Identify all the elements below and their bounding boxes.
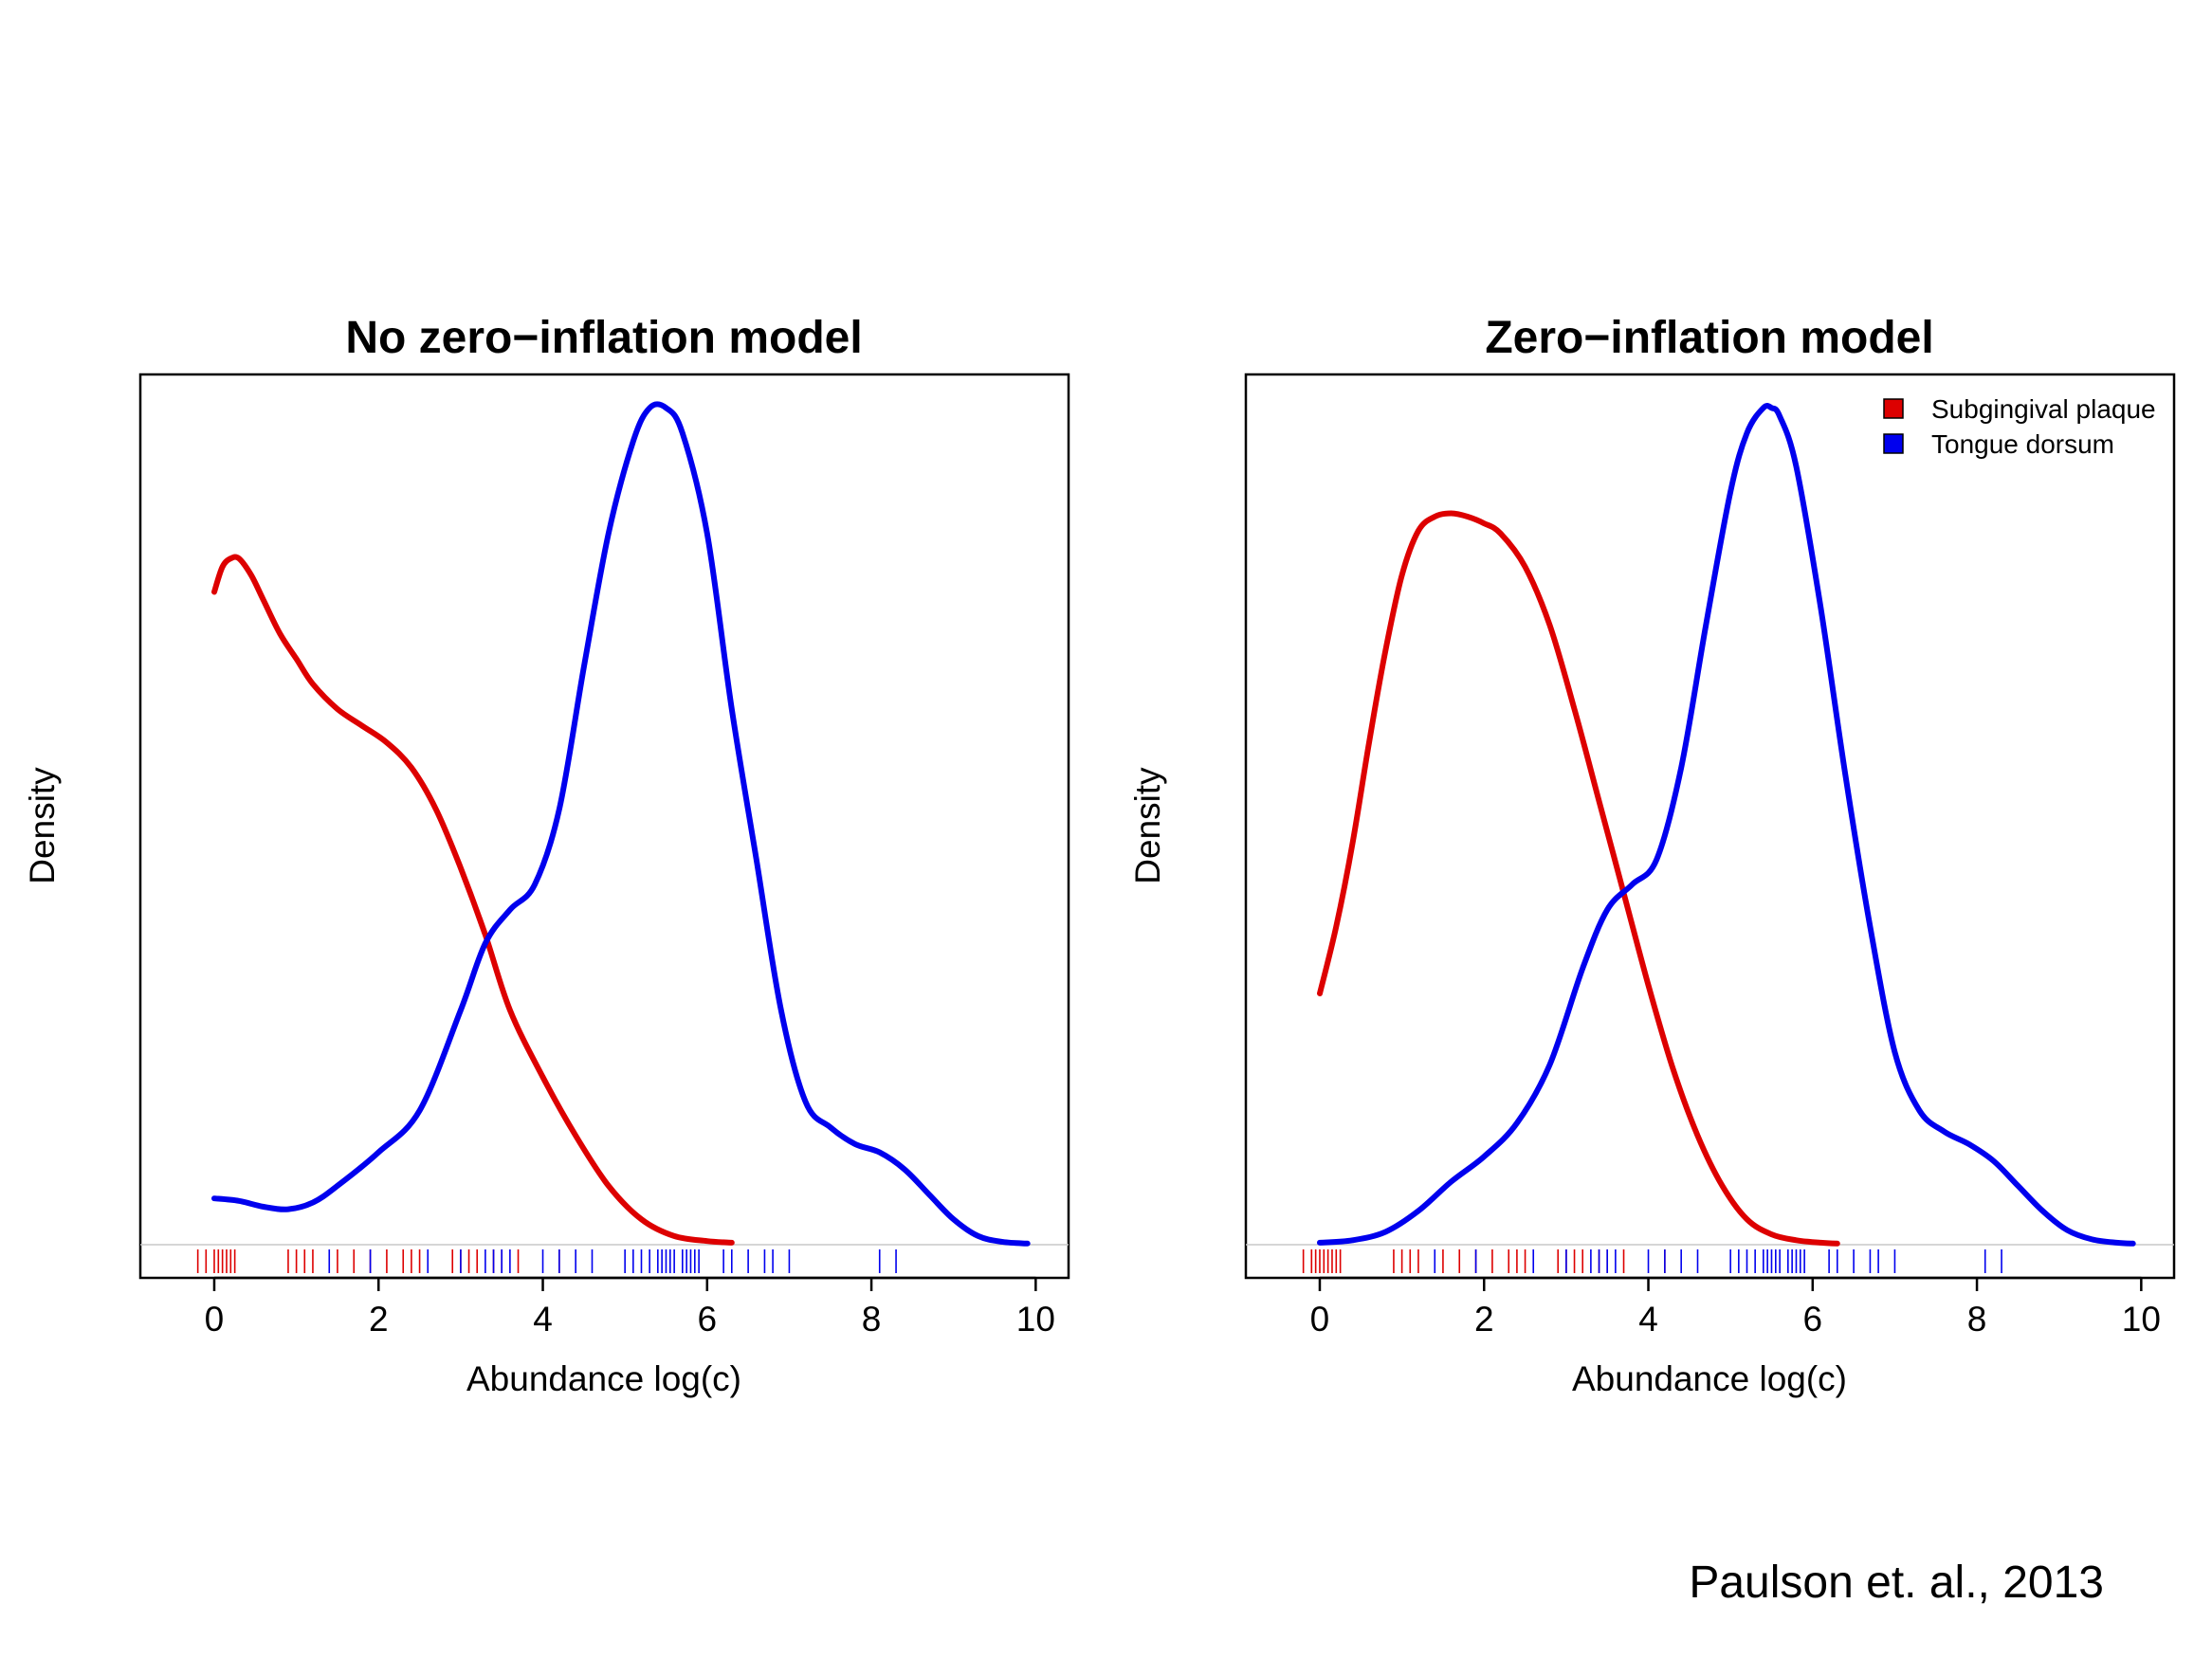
panel-no-zero-inflation: No zero−inflation model 0 2 4 6 8 10 Abundanc…	[23, 313, 1070, 1398]
rug-plot	[196, 1249, 897, 1273]
y-axis-label: Density	[1128, 767, 1167, 884]
legend-swatch-plaque	[1883, 398, 1904, 419]
x-tick-label-10: 10	[2122, 1300, 2161, 1339]
rug-plot	[1302, 1249, 2002, 1273]
x-tick-label-0: 0	[205, 1300, 225, 1339]
plot-frame	[1244, 373, 2176, 1280]
x-tick-label-10: 10	[1016, 1300, 1055, 1339]
legend-label-tongue: Tongue dorsum	[1931, 429, 2114, 459]
legend-label-plaque: Subgingival plaque	[1931, 394, 2156, 424]
density-curve-subgingival-plaque	[1317, 510, 1840, 1247]
x-axis-label: Abundance log(c)	[1572, 1359, 1847, 1398]
x-tick-label-4: 4	[533, 1300, 553, 1339]
density-curve-tongue-dorsum	[211, 401, 1031, 1247]
density-curves	[1317, 402, 2136, 1247]
x-tick-label-6: 6	[1803, 1300, 1823, 1339]
plot-frame	[138, 373, 1070, 1280]
citation: Paulson et. al., 2013	[1689, 1558, 2104, 1608]
legend: Subgingival plaque Tongue dorsum	[1883, 394, 2156, 459]
x-tick-label-6: 6	[698, 1300, 718, 1339]
chart-title: Zero−inflation model	[1485, 313, 1933, 363]
x-tick-label-8: 8	[1967, 1300, 1987, 1339]
x-tick-label-2: 2	[1474, 1300, 1494, 1339]
x-tick-label-0: 0	[1310, 1300, 1330, 1339]
x-tick-label-8: 8	[862, 1300, 882, 1339]
y-axis-label: Density	[23, 767, 62, 884]
x-axis: 0 2 4 6 8 10	[1310, 1276, 2161, 1339]
x-axis: 0 2 4 6 8 10	[205, 1276, 1055, 1339]
x-tick-label-4: 4	[1638, 1300, 1658, 1339]
x-tick-label-2: 2	[369, 1300, 389, 1339]
x-axis-label: Abundance log(c)	[466, 1359, 741, 1398]
density-curves	[211, 401, 1031, 1247]
density-curve-subgingival-plaque	[211, 554, 735, 1246]
legend-swatch-tongue	[1883, 433, 1904, 454]
panel-zero-inflation: Zero−inflation model 0 2 4 6 8 10 Abundance l…	[1128, 313, 2176, 1398]
chart-title: No zero−inflation model	[345, 313, 862, 363]
density-curve-tongue-dorsum	[1317, 402, 2136, 1247]
